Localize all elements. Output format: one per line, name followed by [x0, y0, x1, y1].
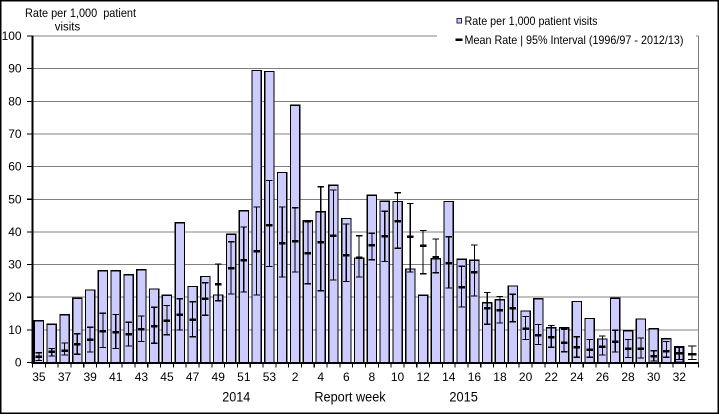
- svg-text:37: 37: [58, 370, 72, 384]
- svg-text:53: 53: [263, 370, 277, 384]
- svg-text:49: 49: [212, 370, 226, 384]
- svg-text:50: 50: [8, 192, 22, 206]
- svg-text:2014: 2014: [222, 389, 251, 404]
- svg-text:24: 24: [570, 370, 584, 384]
- svg-text:0: 0: [15, 356, 22, 370]
- svg-text:26: 26: [596, 370, 610, 384]
- svg-text:30: 30: [8, 258, 22, 272]
- svg-text:51: 51: [237, 370, 251, 384]
- svg-text:Report week: Report week: [314, 389, 386, 404]
- svg-text:10: 10: [8, 323, 22, 337]
- svg-text:Mean Rate | 95% Interval (1996: Mean Rate | 95% Interval (1996/97 - 2012…: [465, 34, 684, 47]
- svg-text:8: 8: [369, 370, 376, 384]
- svg-text:28: 28: [621, 370, 635, 384]
- svg-text:35: 35: [32, 370, 46, 384]
- svg-text:14: 14: [442, 370, 456, 384]
- svg-text:32: 32: [673, 370, 687, 384]
- svg-text:40: 40: [8, 225, 22, 239]
- svg-text:80: 80: [8, 94, 22, 108]
- svg-text:visits: visits: [55, 19, 80, 33]
- svg-text:18: 18: [493, 370, 507, 384]
- svg-text:45: 45: [160, 370, 174, 384]
- svg-text:47: 47: [186, 370, 200, 384]
- svg-text:41: 41: [109, 370, 123, 384]
- svg-text:2015: 2015: [449, 389, 478, 404]
- svg-text:12: 12: [416, 370, 430, 384]
- svg-text:90: 90: [8, 62, 22, 76]
- svg-text:22: 22: [545, 370, 559, 384]
- svg-text:39: 39: [83, 370, 97, 384]
- svg-text:2: 2: [292, 370, 299, 384]
- svg-text:43: 43: [135, 370, 149, 384]
- svg-text:10: 10: [391, 370, 405, 384]
- svg-text:30: 30: [647, 370, 661, 384]
- svg-text:70: 70: [8, 127, 22, 141]
- svg-text:60: 60: [8, 160, 22, 174]
- svg-text:4: 4: [317, 370, 324, 384]
- svg-text:20: 20: [519, 370, 533, 384]
- svg-text:Rate per 1,000 patient: Rate per 1,000 patient: [25, 6, 137, 20]
- svg-text:100: 100: [2, 29, 22, 43]
- svg-text:Rate per 1,000 patient visits: Rate per 1,000 patient visits: [465, 15, 598, 28]
- svg-text:16: 16: [468, 370, 482, 384]
- svg-text:6: 6: [343, 370, 350, 384]
- svg-text:20: 20: [8, 290, 22, 304]
